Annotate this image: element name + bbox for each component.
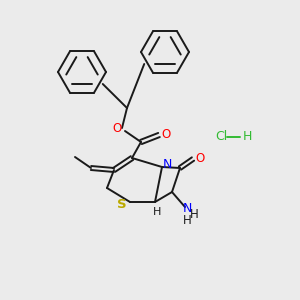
- Text: O: O: [195, 152, 205, 164]
- Text: N: N: [162, 158, 172, 170]
- Text: H: H: [243, 130, 252, 143]
- Text: O: O: [161, 128, 171, 140]
- Text: H: H: [183, 214, 191, 226]
- Text: Cl: Cl: [215, 130, 227, 143]
- Text: S: S: [117, 197, 127, 211]
- Text: H: H: [190, 208, 198, 221]
- Text: N: N: [182, 202, 192, 215]
- Text: H: H: [153, 207, 161, 217]
- Text: O: O: [112, 122, 122, 134]
